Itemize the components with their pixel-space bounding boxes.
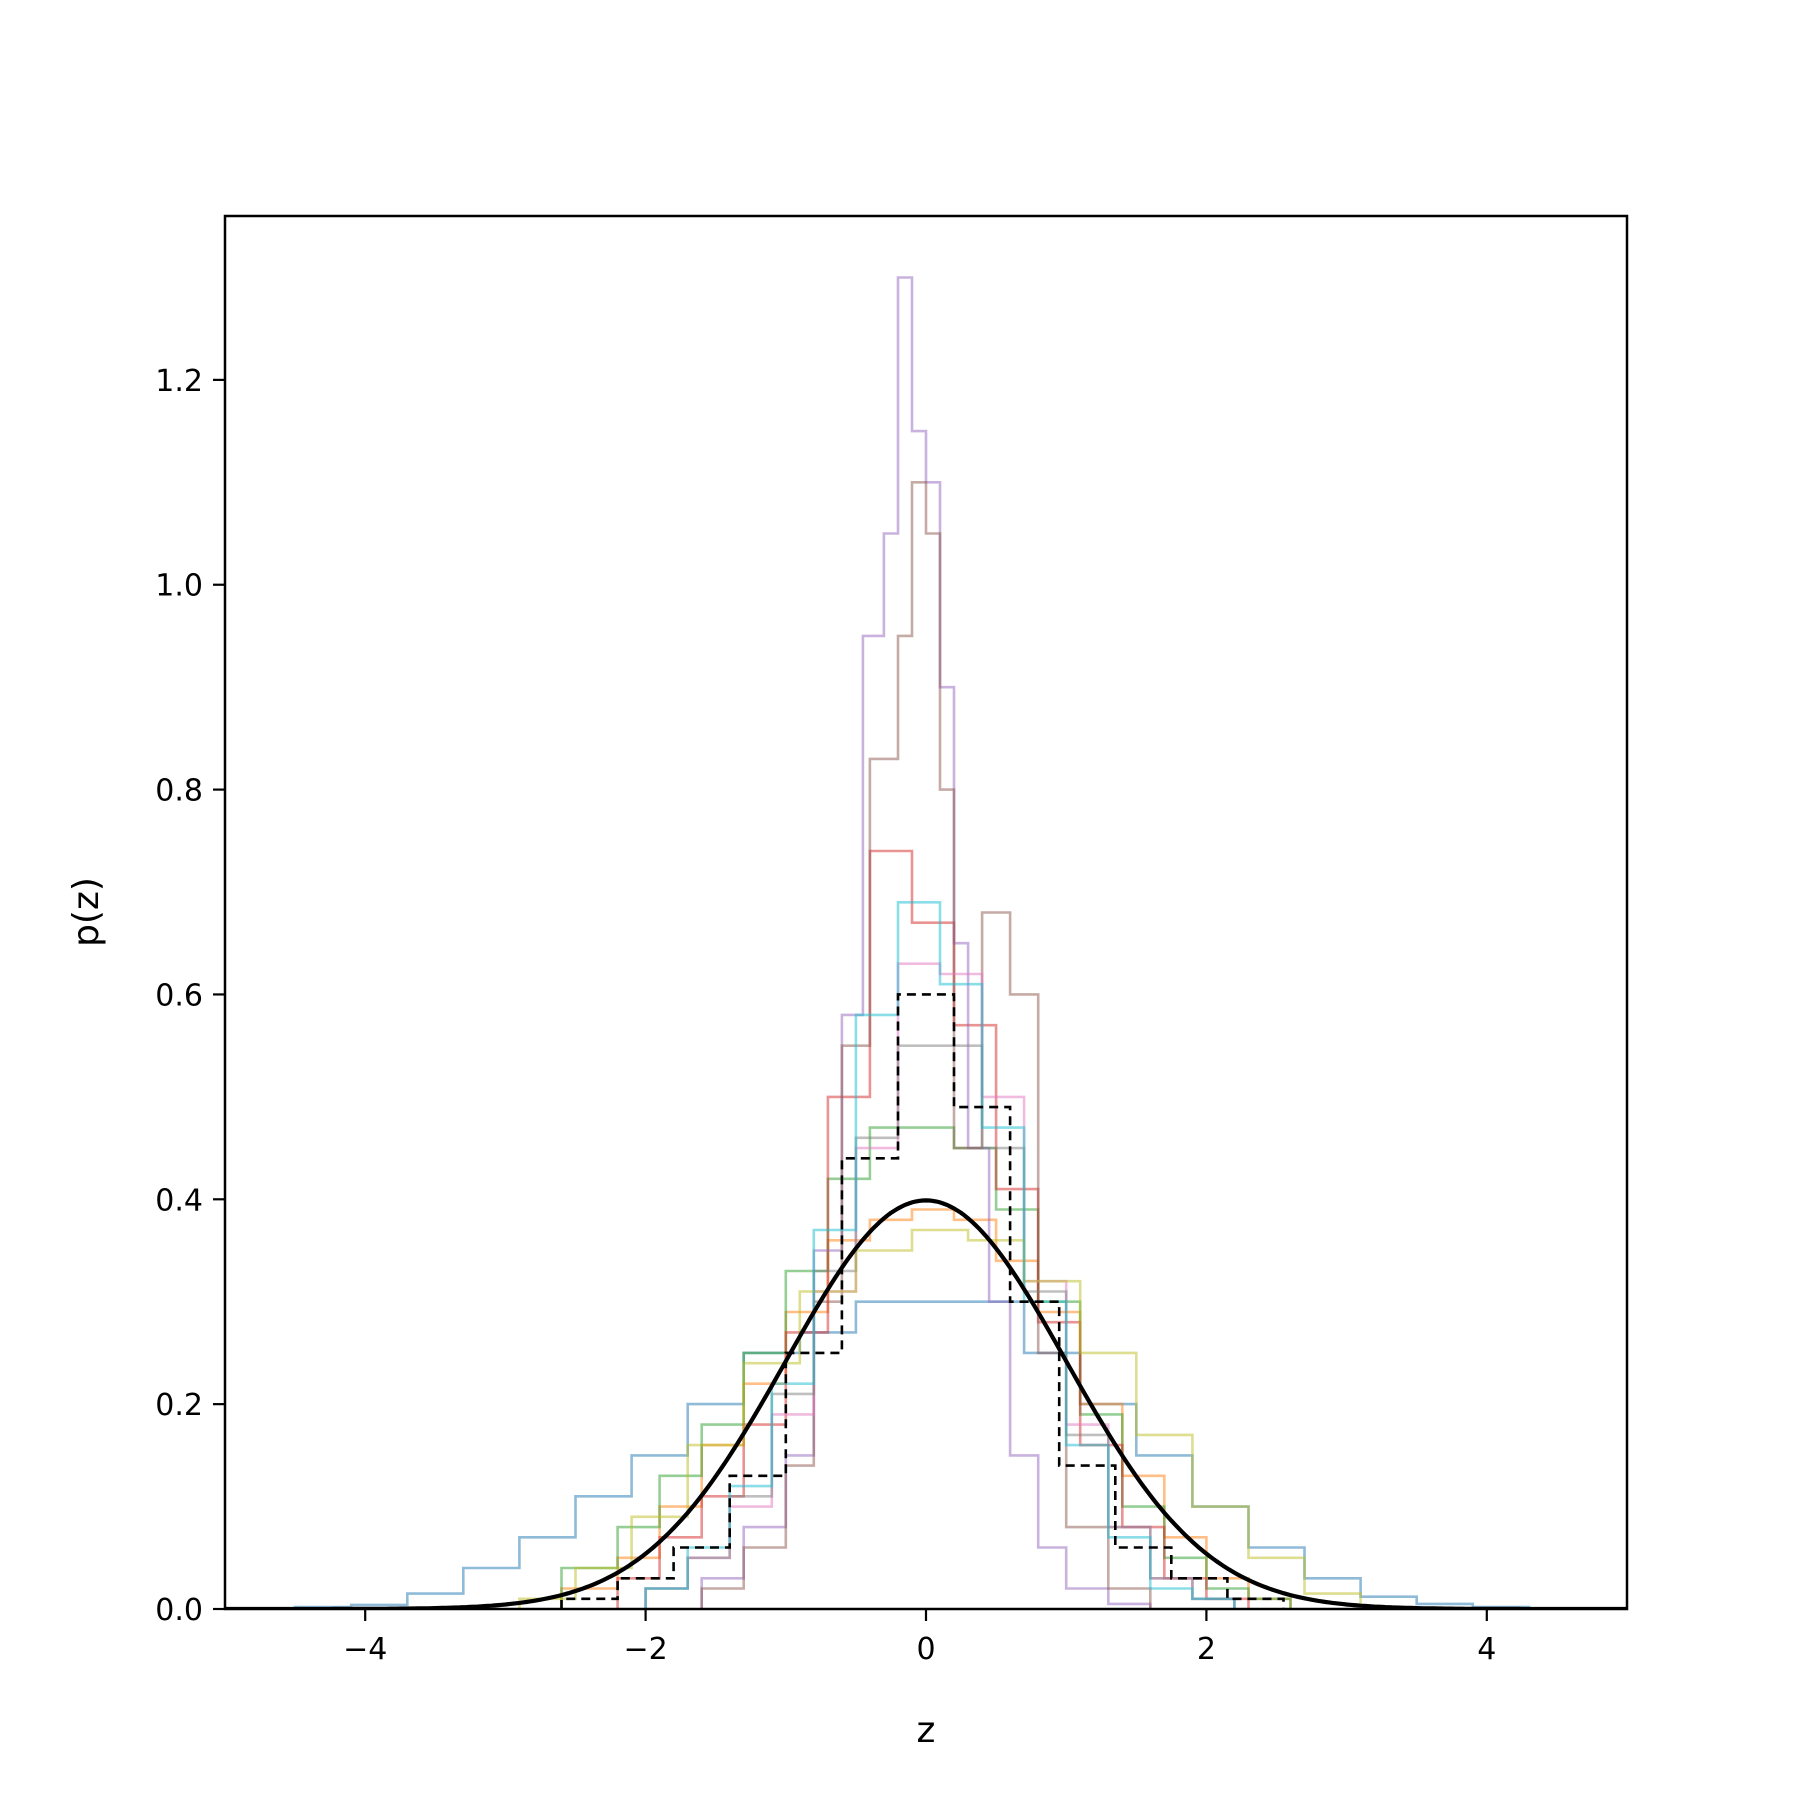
y-tick-label: 1.0 [155, 569, 203, 604]
y-axis-label: p(z) [66, 877, 107, 947]
normal-pdf-curve [225, 1198, 1627, 1609]
x-axis-ticks: −4 −2 0 2 4 [343, 1609, 1496, 1667]
histogram-step-1 [293, 1300, 1531, 1609]
x-tick-label: 4 [1477, 1632, 1496, 1667]
histogram-step-10 [644, 901, 1236, 1609]
plot-content [225, 276, 1627, 1609]
y-tick-label: 0.0 [155, 1593, 203, 1628]
y-tick-label: 1.2 [155, 364, 203, 399]
x-tick-label: −2 [623, 1632, 667, 1667]
histogram-step-6 [700, 481, 1152, 1609]
series-group [225, 276, 1627, 1609]
y-tick-label: 0.8 [155, 774, 203, 809]
x-tick-label: 2 [1197, 1632, 1216, 1667]
histogram-step-4 [616, 849, 1250, 1609]
y-tick-label: 0.6 [155, 978, 203, 1013]
histogram-step-9 [518, 1228, 1362, 1609]
x-axis-label: z [917, 1710, 936, 1751]
y-axis-ticks: 0.0 0.2 0.4 0.6 0.8 1.0 1.2 [155, 364, 225, 1628]
y-tick-label: 0.4 [155, 1183, 203, 1218]
x-tick-label: 0 [916, 1632, 935, 1667]
histogram-dashed-step [560, 993, 1285, 1609]
y-tick-label: 0.2 [155, 1388, 203, 1423]
x-tick-label: −4 [343, 1632, 387, 1667]
